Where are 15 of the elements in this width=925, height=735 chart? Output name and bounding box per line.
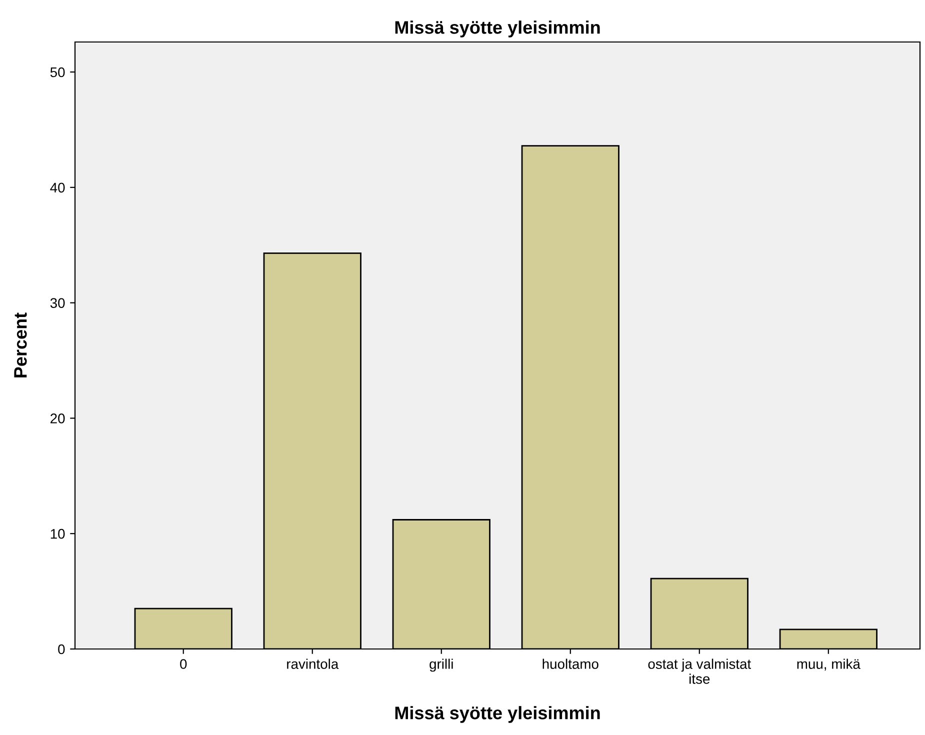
y-tick-label: 20 (50, 414, 65, 424)
x-tick-label: ostat ja valmistat itse (648, 658, 752, 684)
y-tick-label: 40 (50, 182, 65, 193)
x-tick-label: 0 (180, 659, 187, 669)
chart-title: Missä syötte yleisimmin (395, 20, 600, 38)
x-tick-label: grilli (430, 658, 453, 672)
x-tick-label: huoltamo (542, 658, 598, 669)
y-tick-label: 10 (50, 528, 65, 539)
y-tick-label: 30 (50, 298, 65, 308)
y-tick-label: 0 (58, 644, 65, 654)
y-axis-title: Percent (14, 312, 27, 378)
x-tick-label: muu, mikä (797, 658, 860, 671)
x-tick-label: ravintola (287, 658, 339, 669)
x-axis-title: Missä syötte yleisimmin (395, 706, 600, 723)
y-tick-label: 50 (50, 67, 65, 78)
